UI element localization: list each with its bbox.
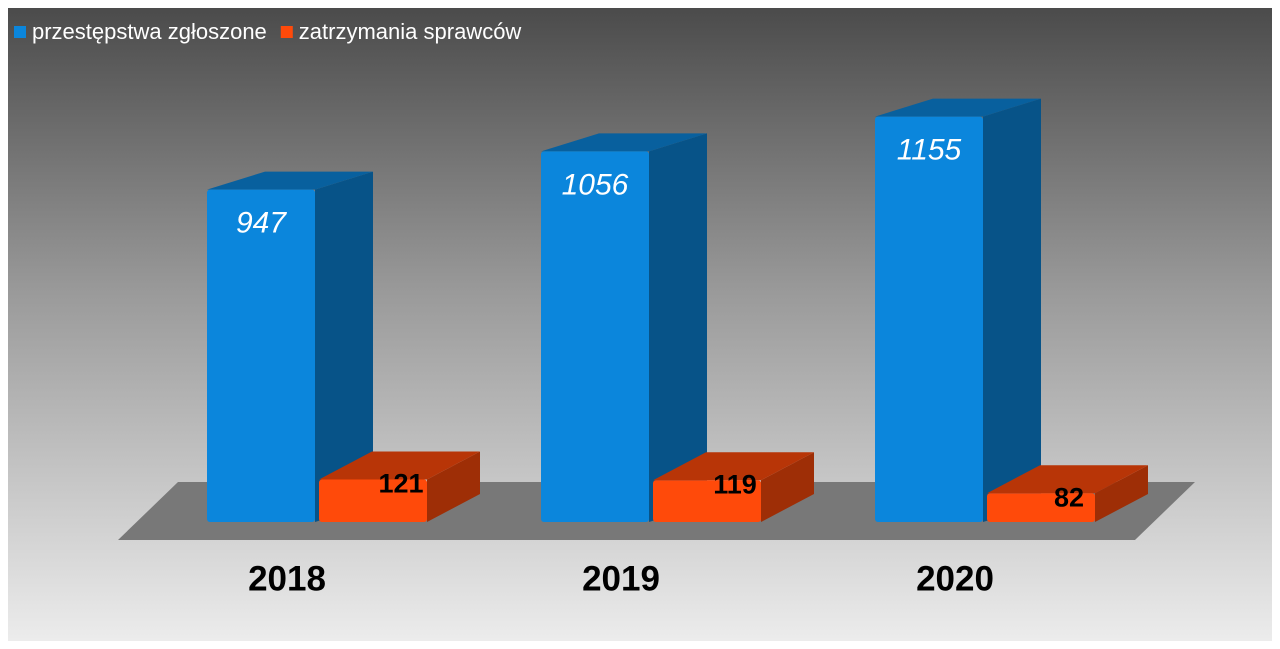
- legend-label: przestępstwa zgłoszone: [32, 19, 267, 44]
- bar-top: [875, 98, 1041, 117]
- bar-top: [207, 171, 373, 190]
- x-tick-label: 2019: [582, 559, 660, 598]
- bar-front: [987, 493, 1095, 522]
- value-label: 1155: [897, 134, 962, 167]
- bar-front: [875, 116, 983, 522]
- x-tick-label: 2020: [916, 559, 994, 598]
- bar: [207, 171, 373, 522]
- bar-front: [207, 189, 315, 522]
- legend-swatch: [14, 26, 26, 38]
- value-label: 82: [1054, 482, 1084, 512]
- bar-top: [653, 452, 814, 481]
- bar-side: [761, 452, 814, 522]
- bar-top: [319, 451, 480, 480]
- legend-swatch: [280, 26, 293, 38]
- bar: [319, 451, 480, 522]
- bar-side: [1095, 465, 1148, 522]
- legend-label: zatrzymania sprawców: [299, 19, 522, 44]
- value-label: 119: [713, 469, 757, 499]
- bar-top: [541, 133, 707, 152]
- bar: [653, 452, 814, 522]
- bar-side: [983, 98, 1041, 522]
- bar-side: [427, 451, 480, 522]
- bar: [541, 133, 707, 522]
- value-label: 947: [236, 207, 287, 240]
- value-label: 121: [378, 469, 423, 499]
- bar-front: [653, 480, 761, 522]
- bar: [987, 465, 1148, 522]
- bar-front: [319, 479, 427, 522]
- bar-front: [541, 151, 649, 522]
- bar: [875, 98, 1041, 522]
- value-label: 1056: [562, 168, 629, 201]
- bar-side: [315, 171, 373, 522]
- bar-top: [987, 465, 1148, 494]
- bar-side: [649, 133, 707, 522]
- x-tick-label: 2018: [248, 559, 326, 598]
